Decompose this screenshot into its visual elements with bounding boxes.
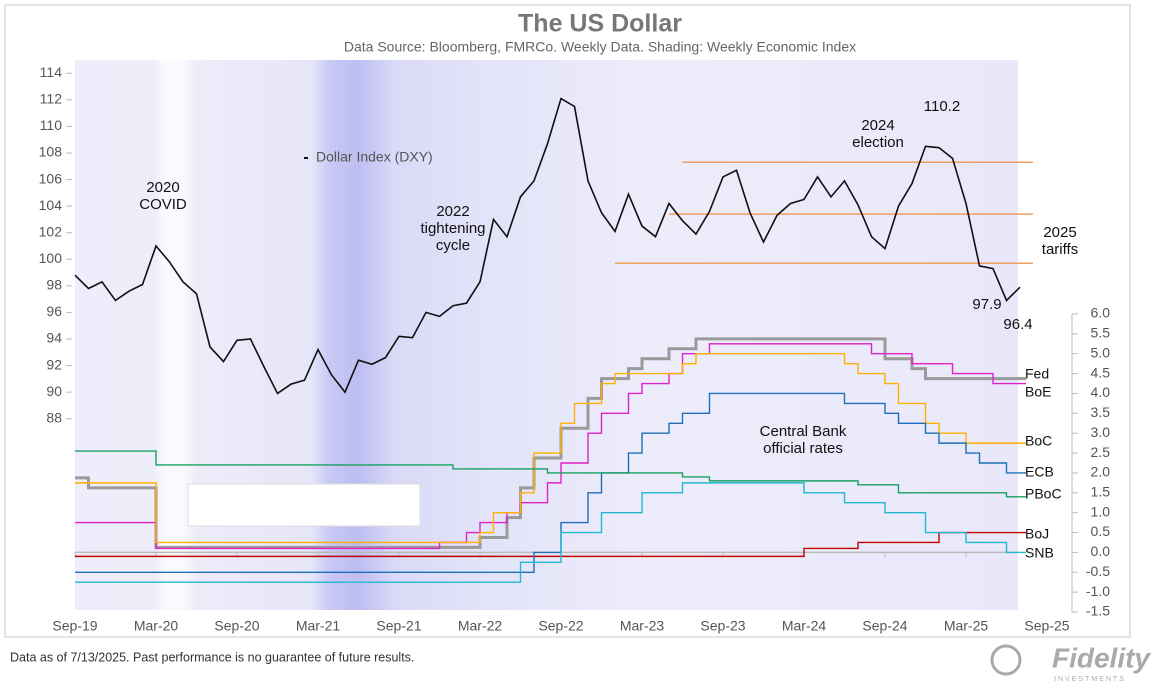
y2-tick-label: 4.5 <box>1091 364 1111 380</box>
annotation: 2022 <box>436 203 469 220</box>
y2-tick-label: 1.5 <box>1091 484 1111 500</box>
y2-tick-label: 5.5 <box>1091 325 1111 341</box>
x-tick-label: Mar-22 <box>458 618 503 634</box>
annotation: cycle <box>436 237 470 254</box>
series-end-label: ECB <box>1025 464 1054 480</box>
y2-tick-label: 5.0 <box>1091 344 1111 360</box>
annotation: tariffs <box>1042 241 1078 258</box>
annotation: 110.2 <box>924 98 960 115</box>
x-tick-label: Mar-20 <box>134 618 179 634</box>
rate-line <box>75 482 1026 583</box>
annotation: 97.9 <box>972 296 1001 313</box>
y-tick-label: 112 <box>40 91 63 107</box>
x-tick-label: Sep-22 <box>538 618 583 634</box>
y-tick-label: 92 <box>46 356 62 372</box>
legend-label: Dollar Index (DXY) <box>316 149 433 165</box>
annotation: 2024 <box>861 117 894 134</box>
y2-tick-label: -1.5 <box>1086 603 1110 619</box>
rate-line <box>75 531 1026 558</box>
x-tick-label: Mar-25 <box>944 618 989 634</box>
x-tick-label: Sep-24 <box>862 618 907 634</box>
annotation: 96.4 <box>1003 316 1032 333</box>
x-tick-label: Sep-21 <box>376 618 421 634</box>
y2-tick-label: 6.0 <box>1091 305 1111 321</box>
y-tick-label: 100 <box>39 250 63 266</box>
x-tick-label: Sep-23 <box>700 618 745 634</box>
x-tick-label: Mar-23 <box>620 618 665 634</box>
annotation: COVID <box>139 196 187 213</box>
dxy-line <box>74 97 1021 395</box>
series-end-label: BoE <box>1025 384 1051 400</box>
y-tick-label: 102 <box>39 223 63 239</box>
annotation: tightening <box>420 220 485 237</box>
rate-line <box>75 353 1026 544</box>
annotation: 2020 <box>146 179 179 196</box>
x-tick-label: Mar-24 <box>782 618 827 634</box>
annotation: election <box>852 134 904 151</box>
series-end-label: Fed <box>1025 366 1049 382</box>
y-tick-label: 110 <box>40 117 63 133</box>
y2-tick-label: 0.5 <box>1091 523 1111 539</box>
annotation: official rates <box>763 440 843 457</box>
y-tick-label: 94 <box>46 330 62 346</box>
legend-box <box>187 483 421 527</box>
y-tick-label: 114 <box>40 64 63 80</box>
chart-title: The US Dollar <box>518 10 682 38</box>
y2-tick-label: 3.5 <box>1091 404 1111 420</box>
x-tick-label: Sep-20 <box>214 618 259 634</box>
x-tick-label: Mar-21 <box>296 618 341 634</box>
y-tick-label: 96 <box>46 303 62 319</box>
footnote: Data as of 7/13/2025. Past performance i… <box>10 650 414 664</box>
x-tick-label: Sep-19 <box>52 618 97 634</box>
y2-tick-label: 1.0 <box>1091 503 1111 519</box>
rate-line <box>75 450 1026 498</box>
y-tick-label: 98 <box>46 277 62 293</box>
annotation: 2025 <box>1043 224 1076 241</box>
y-tick-label: 104 <box>39 197 63 213</box>
x-tick-label: Sep-25 <box>1024 618 1069 634</box>
y2-tick-label: 0.0 <box>1091 543 1111 559</box>
y2-tick-label: -1.0 <box>1086 583 1110 599</box>
y2-tick-label: 2.5 <box>1091 444 1111 460</box>
y2-tick-label: 3.0 <box>1091 424 1111 440</box>
logo: Fidelity <box>1052 642 1151 673</box>
series-end-label: SNB <box>1025 545 1054 561</box>
y-tick-label: 88 <box>46 409 62 425</box>
y-tick-label: 108 <box>39 144 63 160</box>
annotation: Central Bank <box>760 423 847 440</box>
series-end-label: BoJ <box>1025 526 1049 542</box>
rate-line <box>75 343 1026 550</box>
y2-tick-label: 4.0 <box>1091 384 1111 400</box>
y2-tick-label: 2.0 <box>1091 464 1111 480</box>
rate-line <box>75 337 1026 549</box>
plot-area: 88 90 92 94 96 98 100 102 104 106 108 110 112 114 6.0 5… <box>39 64 1111 634</box>
series-end-label: PBoC <box>1025 486 1062 502</box>
chart-subtitle: Data Source: Bloomberg, FMRCo. Weekly Da… <box>344 39 856 55</box>
y-tick-label: 90 <box>46 383 62 399</box>
y2-tick-label: -0.5 <box>1086 563 1110 579</box>
y-tick-label: 106 <box>39 170 63 186</box>
series-end-label: BoC <box>1025 433 1052 449</box>
logo-sub: INVESTMENTS <box>1054 676 1126 683</box>
logo-emblem <box>990 644 1022 676</box>
